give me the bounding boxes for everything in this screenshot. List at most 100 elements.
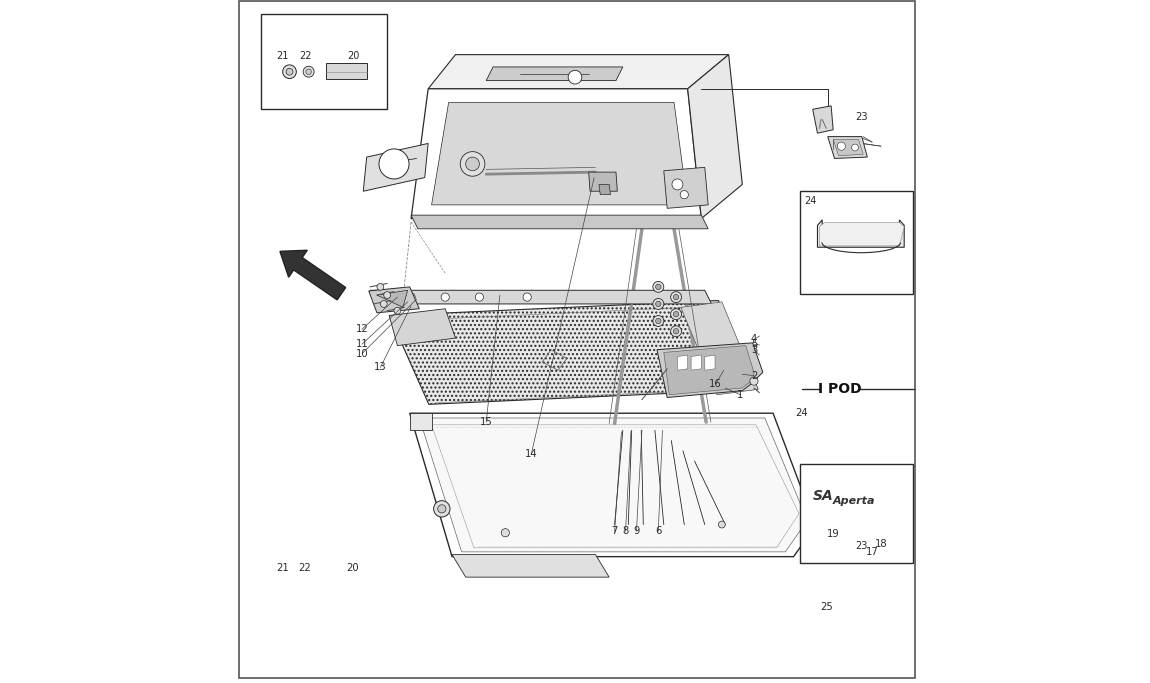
Circle shape bbox=[656, 301, 661, 307]
Polygon shape bbox=[589, 172, 618, 191]
Polygon shape bbox=[813, 106, 833, 133]
Circle shape bbox=[438, 505, 446, 513]
Text: 20: 20 bbox=[347, 51, 359, 61]
Text: 23: 23 bbox=[856, 542, 868, 551]
Text: 15: 15 bbox=[480, 417, 492, 427]
Text: 14: 14 bbox=[526, 449, 537, 459]
Text: I POD: I POD bbox=[818, 382, 861, 396]
Circle shape bbox=[501, 529, 509, 537]
Circle shape bbox=[380, 149, 409, 179]
Text: 21: 21 bbox=[276, 563, 289, 573]
FancyArrow shape bbox=[279, 250, 346, 300]
Text: 16: 16 bbox=[710, 379, 722, 389]
Polygon shape bbox=[599, 184, 611, 195]
Bar bbox=[325, 63, 367, 79]
Circle shape bbox=[719, 521, 726, 528]
Text: 22: 22 bbox=[299, 51, 312, 61]
Circle shape bbox=[852, 144, 858, 151]
Circle shape bbox=[674, 311, 678, 317]
Text: 7: 7 bbox=[612, 527, 618, 536]
Circle shape bbox=[656, 318, 661, 324]
Polygon shape bbox=[664, 346, 754, 395]
Circle shape bbox=[653, 316, 664, 326]
Circle shape bbox=[407, 293, 415, 301]
Text: SA: SA bbox=[813, 489, 834, 503]
Circle shape bbox=[837, 142, 845, 150]
Bar bbox=[261, 14, 388, 109]
Polygon shape bbox=[828, 137, 867, 158]
Polygon shape bbox=[833, 139, 864, 156]
Circle shape bbox=[653, 298, 664, 309]
Polygon shape bbox=[389, 301, 758, 404]
Circle shape bbox=[670, 309, 682, 320]
Text: 8: 8 bbox=[622, 527, 629, 536]
Text: Aperta: Aperta bbox=[833, 496, 875, 506]
Text: 17: 17 bbox=[866, 547, 879, 557]
Text: 4: 4 bbox=[751, 335, 757, 344]
Circle shape bbox=[306, 69, 312, 74]
Circle shape bbox=[674, 329, 678, 334]
Polygon shape bbox=[389, 309, 455, 346]
Circle shape bbox=[670, 292, 682, 303]
Circle shape bbox=[377, 283, 384, 290]
Text: 20: 20 bbox=[346, 563, 359, 573]
Text: 6: 6 bbox=[656, 527, 661, 536]
Circle shape bbox=[475, 293, 483, 301]
Circle shape bbox=[394, 307, 401, 314]
Circle shape bbox=[381, 301, 388, 307]
Polygon shape bbox=[677, 355, 688, 370]
Polygon shape bbox=[370, 290, 712, 304]
Circle shape bbox=[384, 292, 391, 298]
Text: 2: 2 bbox=[751, 371, 757, 380]
Circle shape bbox=[670, 326, 682, 337]
Text: 24: 24 bbox=[796, 408, 808, 418]
Text: 11: 11 bbox=[355, 339, 368, 349]
Text: 12: 12 bbox=[355, 324, 368, 334]
Circle shape bbox=[460, 152, 485, 176]
Polygon shape bbox=[409, 413, 815, 557]
Polygon shape bbox=[705, 355, 715, 370]
Circle shape bbox=[750, 377, 758, 385]
Polygon shape bbox=[818, 220, 904, 247]
Circle shape bbox=[523, 293, 531, 301]
Text: 13: 13 bbox=[374, 363, 386, 372]
Polygon shape bbox=[431, 102, 688, 205]
Circle shape bbox=[283, 65, 297, 79]
Polygon shape bbox=[486, 67, 623, 81]
Polygon shape bbox=[411, 215, 708, 229]
Circle shape bbox=[672, 179, 683, 190]
Polygon shape bbox=[691, 355, 702, 370]
Text: 9: 9 bbox=[634, 527, 639, 536]
Bar bbox=[800, 464, 913, 563]
Polygon shape bbox=[681, 302, 758, 395]
Polygon shape bbox=[452, 555, 610, 577]
Bar bbox=[800, 191, 913, 294]
Polygon shape bbox=[377, 290, 407, 307]
Polygon shape bbox=[369, 287, 420, 313]
Text: 21: 21 bbox=[276, 51, 289, 61]
Circle shape bbox=[304, 66, 314, 77]
Text: 19: 19 bbox=[827, 529, 840, 539]
Polygon shape bbox=[409, 413, 431, 430]
Text: 22: 22 bbox=[298, 563, 311, 573]
Circle shape bbox=[653, 281, 664, 292]
Polygon shape bbox=[411, 89, 702, 219]
Circle shape bbox=[466, 157, 480, 171]
Polygon shape bbox=[664, 167, 708, 208]
Circle shape bbox=[286, 68, 293, 75]
Circle shape bbox=[442, 293, 450, 301]
Text: 10: 10 bbox=[355, 349, 368, 359]
Text: 5: 5 bbox=[751, 339, 757, 349]
Circle shape bbox=[674, 294, 678, 300]
Text: 23: 23 bbox=[856, 113, 868, 122]
Polygon shape bbox=[420, 418, 807, 552]
Circle shape bbox=[568, 70, 582, 84]
Text: 18: 18 bbox=[875, 539, 888, 548]
Polygon shape bbox=[363, 143, 428, 191]
Text: 3: 3 bbox=[751, 345, 757, 354]
Polygon shape bbox=[820, 223, 904, 246]
Circle shape bbox=[680, 191, 689, 199]
Circle shape bbox=[434, 501, 450, 517]
Text: 25: 25 bbox=[820, 602, 833, 611]
Text: 1: 1 bbox=[737, 390, 743, 400]
